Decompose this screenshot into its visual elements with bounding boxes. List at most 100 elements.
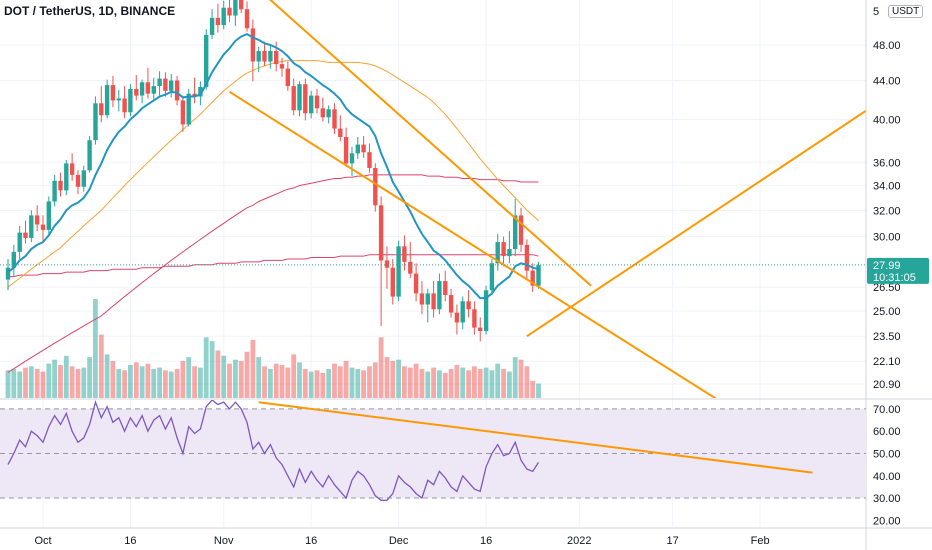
- volume-bar: [442, 372, 448, 398]
- candle-body: [17, 232, 22, 252]
- candle-body: [332, 109, 337, 129]
- volume-bar: [355, 369, 361, 398]
- time-tick-label: Nov: [214, 535, 234, 547]
- volume-bar: [104, 354, 110, 398]
- volume-bar: [291, 354, 297, 398]
- candle-body: [34, 215, 40, 225]
- candle-body: [180, 100, 186, 125]
- volume-bar: [133, 362, 139, 398]
- volume-bar: [221, 355, 227, 398]
- candle-body: [501, 242, 506, 257]
- candle-body: [268, 51, 273, 62]
- volume-bar: [483, 367, 489, 398]
- volume-bar: [472, 366, 477, 398]
- candle-body: [110, 85, 116, 101]
- time-tick-label: Feb: [751, 535, 770, 547]
- candle-body: [361, 144, 366, 153]
- candle-body: [198, 87, 203, 97]
- volume-bar: [163, 370, 168, 398]
- candle-body: [81, 170, 86, 187]
- time-tick-label: 17: [666, 535, 678, 547]
- candle-body: [378, 205, 384, 261]
- volume-bar: [250, 339, 256, 398]
- volume-bar: [192, 366, 197, 398]
- candle-body: [507, 249, 512, 257]
- volume-bar: [413, 363, 419, 398]
- candle-body: [215, 17, 221, 26]
- volume-bar: [361, 370, 366, 398]
- candle-body: [227, 7, 232, 16]
- candle-body: [279, 64, 285, 69]
- candle-body: [244, 9, 250, 29]
- volume-bar: [448, 369, 454, 398]
- ema-line: [7, 32, 539, 300]
- rsi-tick-label: 40.00: [873, 471, 901, 483]
- volume-bar: [203, 337, 209, 398]
- volume-bar: [215, 350, 221, 398]
- volume-bar: [372, 362, 378, 398]
- candle-body: [46, 201, 51, 230]
- candle-body: [87, 140, 92, 171]
- candle-body: [256, 51, 261, 62]
- volume-bar: [431, 367, 436, 398]
- candle-body: [373, 168, 378, 206]
- candle-body: [122, 98, 127, 113]
- candle-body: [408, 261, 413, 274]
- volume-bar: [396, 359, 401, 398]
- volume-bar: [367, 366, 372, 398]
- volume-bar: [343, 361, 349, 398]
- candle-body: [11, 251, 16, 268]
- last-price-tag: [867, 257, 929, 284]
- volume-bar: [69, 366, 75, 398]
- candle-body: [413, 273, 419, 294]
- candle-body: [472, 309, 477, 328]
- candle-body: [338, 128, 343, 137]
- candle-body: [402, 246, 407, 262]
- candle-body: [221, 7, 226, 26]
- volume-bar: [128, 365, 133, 398]
- volume-bar: [495, 363, 501, 398]
- volume-bar: [145, 363, 151, 398]
- candle-body: [93, 103, 98, 141]
- volume-bar: [297, 362, 302, 398]
- candle-body: [355, 144, 360, 154]
- candle-body: [454, 312, 460, 323]
- candle-body: [448, 295, 454, 313]
- price-tick-label: 25.00: [873, 306, 901, 318]
- time-tick-label: Dec: [389, 535, 409, 547]
- time-tick-label: 2022: [567, 535, 591, 547]
- volume-bar: [512, 357, 518, 398]
- rsi-pane: [0, 400, 866, 501]
- volume-bar: [238, 361, 244, 398]
- volume-bar: [5, 370, 11, 398]
- volume-bar: [110, 361, 116, 398]
- chart-title: DOT / TetherUS, 1D, BINANCE: [4, 4, 176, 18]
- volume-bar: [98, 334, 104, 398]
- volume-bar: [460, 367, 466, 398]
- price-tick-label: 40.00: [873, 114, 901, 126]
- volume-bar: [11, 369, 17, 398]
- rsi-tick-label: 50.00: [873, 449, 901, 461]
- volume-bar: [507, 371, 512, 398]
- volume-bar: [198, 367, 203, 398]
- rsi-tick-label: 60.00: [873, 426, 901, 438]
- candle-body: [128, 88, 133, 113]
- currency-badge[interactable]: USDT: [888, 5, 924, 18]
- volume-bar: [157, 367, 162, 398]
- candle-body: [274, 51, 279, 65]
- candle-body: [460, 301, 465, 323]
- volume-bar: [489, 370, 495, 398]
- volume-bar: [454, 365, 460, 398]
- volume-bar: [524, 366, 530, 398]
- candle-body: [174, 80, 180, 101]
- candle-body: [314, 95, 320, 109]
- candle-body: [518, 215, 524, 245]
- volume-bar: [209, 341, 215, 398]
- volume-bar: [75, 369, 81, 398]
- volume-bar: [308, 371, 314, 398]
- volume-bar: [477, 369, 483, 398]
- volume-bar: [425, 371, 431, 398]
- volume-bar: [58, 365, 63, 398]
- volume-bar: [262, 366, 267, 398]
